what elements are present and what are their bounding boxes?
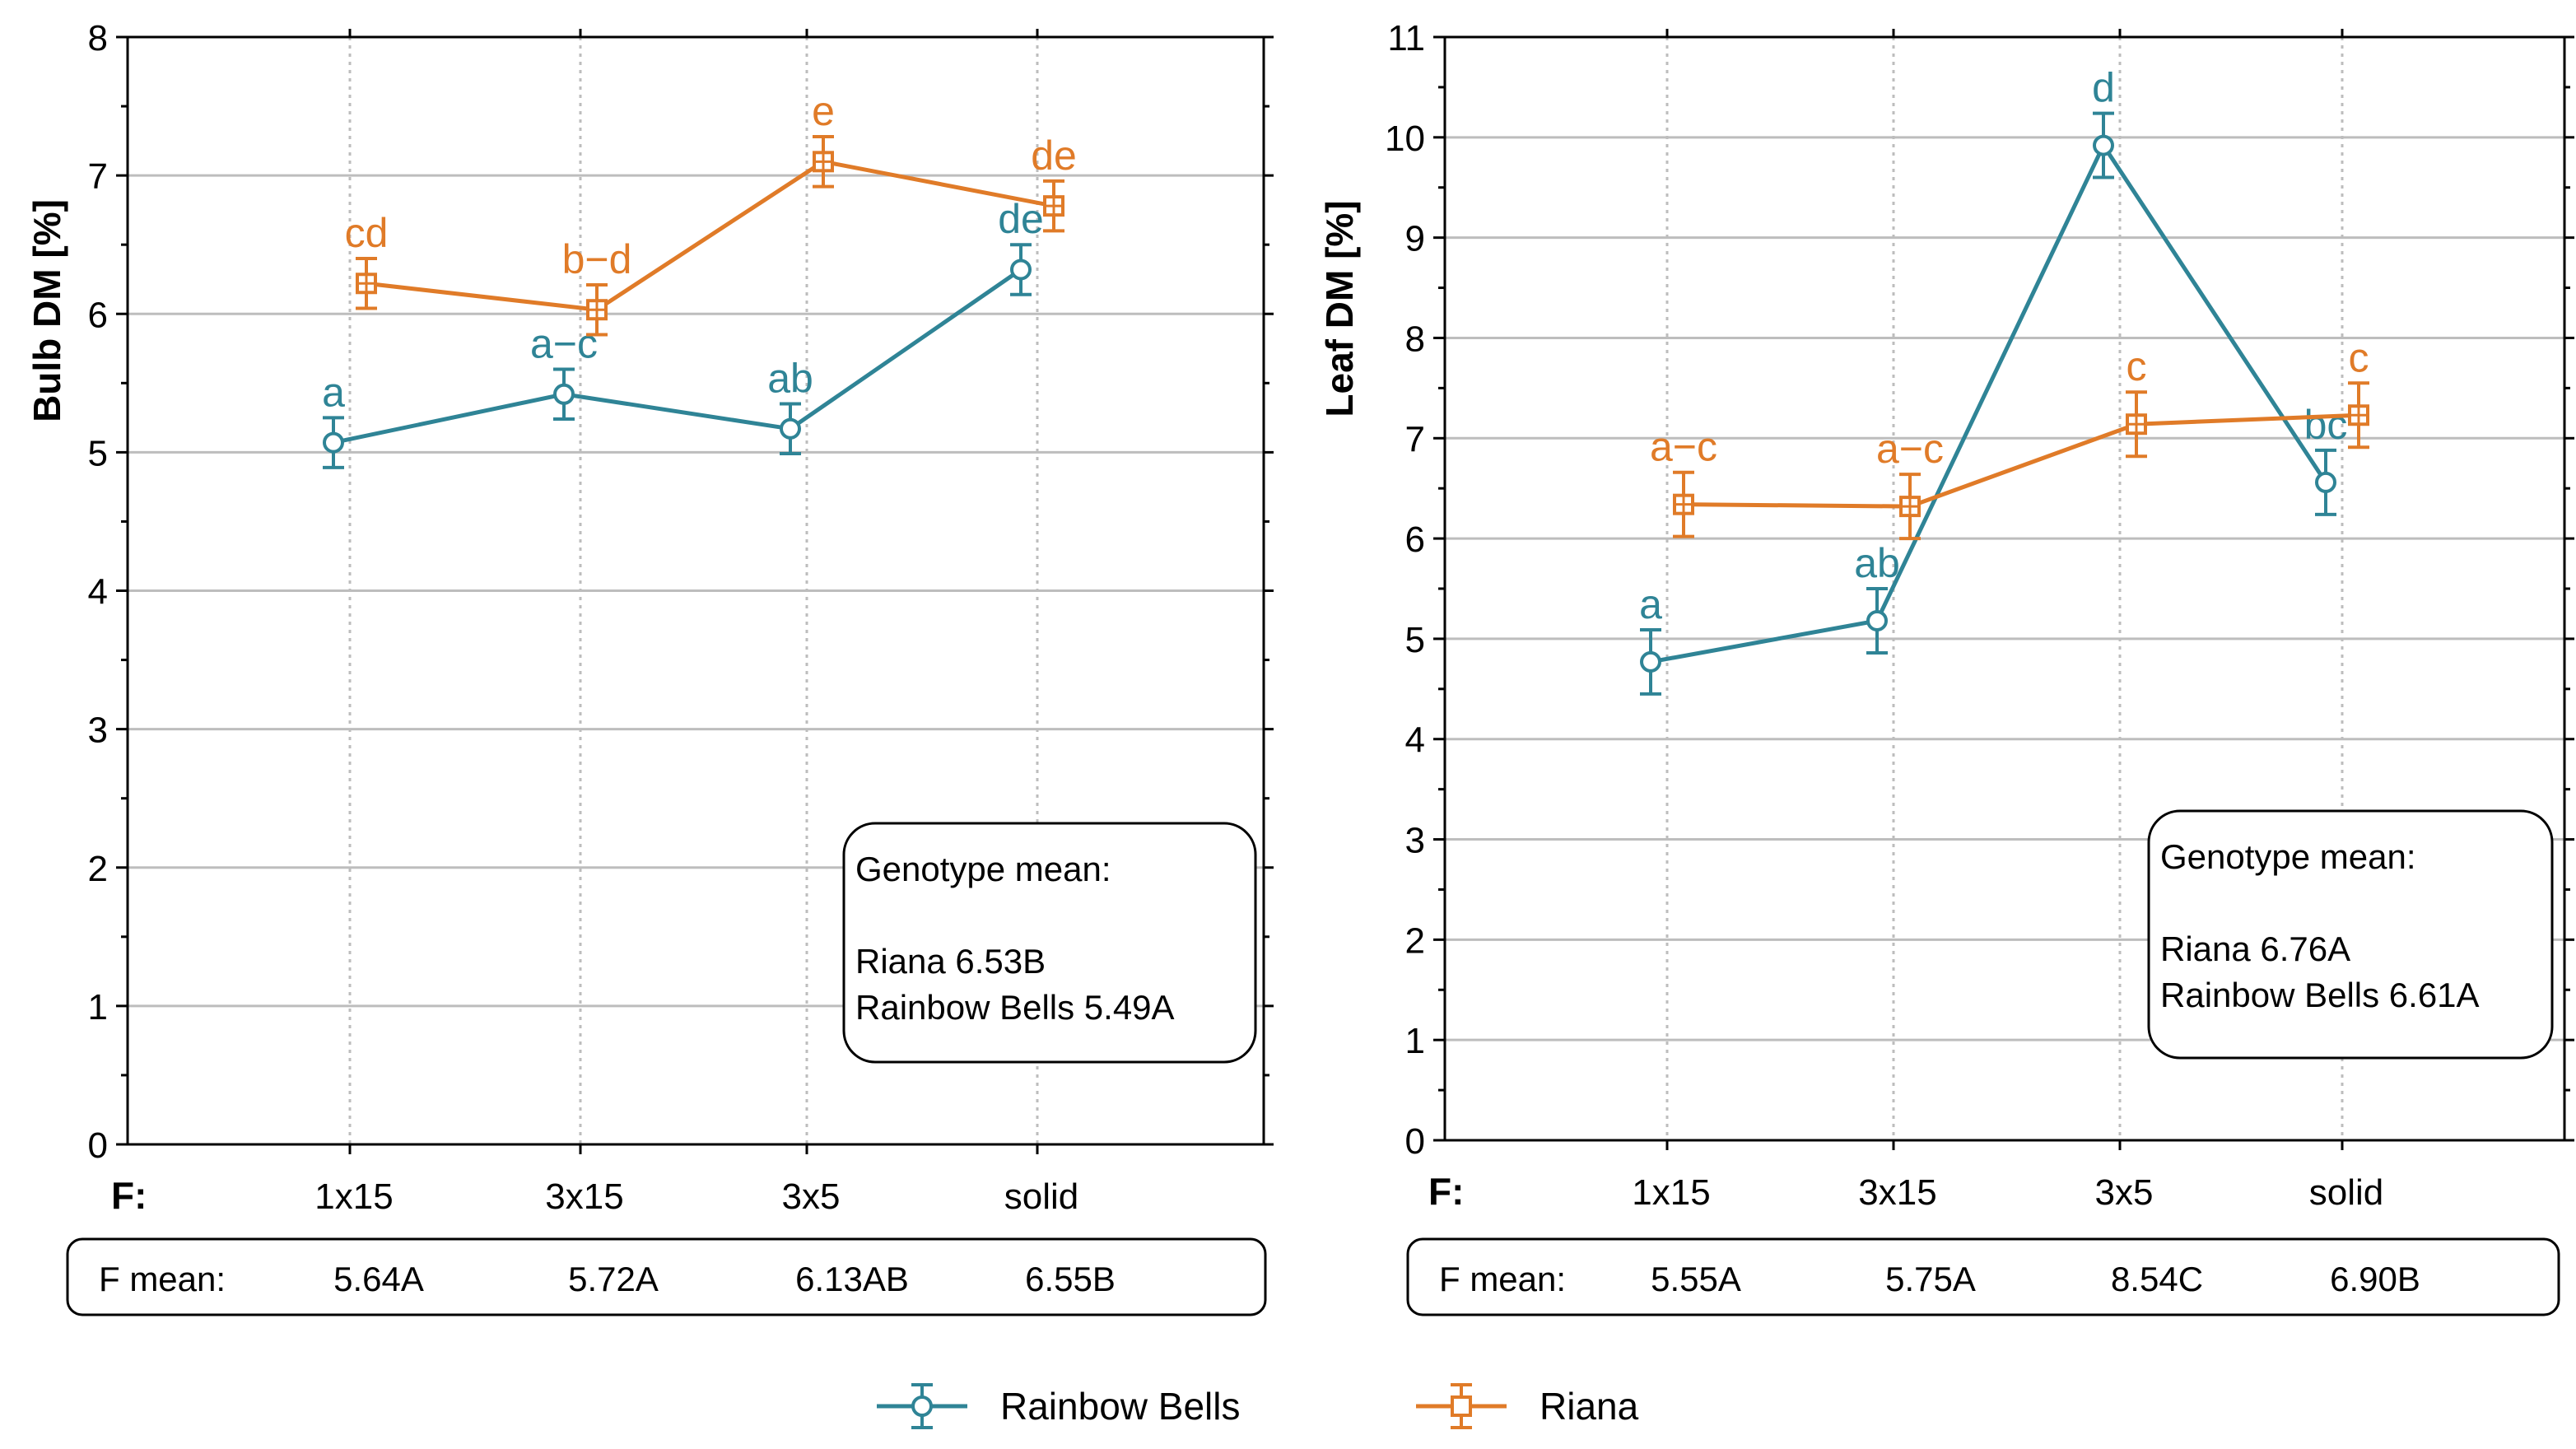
y-tick-label: 3	[1405, 821, 1425, 861]
genotype-box-line: Rainbow Bells 6.61A	[2160, 976, 2480, 1014]
y-tick-label: 10	[1385, 119, 1425, 159]
f-mean-box: F mean: 5.64A 5.72A 6.13AB 6.55B	[66, 1237, 1267, 1316]
data-point	[2093, 134, 2114, 156]
series-line	[366, 159, 1055, 312]
x-axis-label: F:	[1428, 1170, 1464, 1213]
y-tick-label: 4	[1405, 720, 1425, 761]
genotype-mean-box: Genotype mean: Riana 6.76A Rainbow Bells 6…	[2147, 809, 2554, 1060]
y-tick-label: 11	[1387, 18, 1425, 58]
y-tick-label: 1	[88, 987, 108, 1027]
y-tick-label: 4	[88, 572, 108, 613]
genotype-box-line: Riana 6.53B	[855, 942, 1046, 981]
chart-panel-1: 0 1 2 3 4 5 6 7 8 Bulb DM [%] F: 1x15 3x15 3x5 solid a a…	[26, 18, 1274, 1316]
x-tick-label: solid	[2309, 1172, 2384, 1213]
significance-letter: d	[2092, 65, 2115, 111]
x-tick-label: solid	[1004, 1176, 1079, 1217]
significance-letter: a	[322, 369, 345, 415]
y-tick-label: 6	[1405, 519, 1425, 560]
genotype-box-title: Genotype mean:	[855, 850, 1111, 888]
f-mean-value: 6.90B	[2330, 1260, 2420, 1298]
series-riana: a−c a−c c c	[1650, 334, 2369, 541]
genotype-mean-box: Genotype mean: Riana 6.53B Rainbow Bells 5…	[842, 822, 1257, 1064]
f-mean-box: F mean: 5.55A 5.75A 8.54C 6.90B	[1406, 1237, 2560, 1316]
significance-letter: e	[812, 88, 835, 134]
significance-letter: a−c	[1650, 424, 1717, 470]
y-axis-label: Bulb DM [%]	[26, 199, 68, 422]
y-tick-label: 5	[1405, 620, 1425, 660]
f-mean-value: 6.13AB	[795, 1260, 909, 1298]
x-tick-label: 3x5	[782, 1176, 841, 1217]
y-tick-label: 9	[1405, 219, 1425, 259]
genotype-box-title: Genotype mean:	[2160, 837, 2416, 876]
significance-letter: a	[1639, 581, 1662, 627]
data-point	[1640, 650, 1661, 673]
y-tick-label: 3	[88, 711, 108, 751]
f-mean-frame	[66, 1237, 1267, 1316]
y-tick-label: 0	[1405, 1121, 1425, 1162]
legend-marker	[1451, 1395, 1472, 1417]
series-line	[333, 268, 1022, 445]
series-riana: cd b−d e de	[345, 88, 1077, 337]
f-mean-label: F mean:	[1439, 1260, 1566, 1298]
data-point	[2315, 471, 2336, 493]
legend-item-rainbow-bells: Rainbow Bells	[877, 1383, 1240, 1429]
genotype-box-frame	[842, 822, 1257, 1064]
x-tick-label: 1x15	[1632, 1172, 1710, 1213]
genotype-box-frame	[2147, 809, 2554, 1060]
legend-item-riana: Riana	[1416, 1383, 1639, 1429]
legend-marker	[911, 1395, 933, 1417]
f-mean-frame	[1406, 1237, 2560, 1316]
f-mean-value: 5.64A	[333, 1260, 424, 1298]
significance-letter: cd	[345, 210, 389, 256]
genotype-box-line: Riana 6.76A	[2160, 930, 2350, 968]
y-tick-label: 8	[1405, 319, 1425, 359]
y-axis-label: Leaf DM [%]	[1318, 200, 1361, 417]
y-tick-label: 2	[1405, 920, 1425, 961]
x-axis-label: F:	[111, 1174, 147, 1217]
data-point	[1866, 609, 1888, 631]
y-tick-label: 7	[88, 156, 108, 197]
significance-letter: a−c	[1876, 426, 1944, 472]
series-rainbow-bells: a ab d bc	[1639, 65, 2348, 696]
y-tick-label: 1	[1405, 1021, 1425, 1061]
f-mean-value: 8.54C	[2111, 1260, 2203, 1298]
significance-letter: c	[2126, 343, 2147, 389]
x-tick-label: 3x15	[1858, 1172, 1936, 1213]
legend-label: Riana	[1540, 1385, 1639, 1428]
y-tick-label: 0	[88, 1125, 108, 1166]
series-line	[1650, 141, 2328, 664]
significance-letter: ab	[767, 356, 813, 402]
legend: Rainbow Bells Riana	[877, 1383, 1639, 1429]
f-mean-value: 5.72A	[568, 1260, 659, 1298]
y-tick-label: 5	[88, 433, 108, 473]
significance-letter: b−d	[562, 236, 632, 282]
significance-letter: ab	[1854, 540, 1900, 586]
data-point	[1010, 259, 1032, 281]
genotype-box-line: Rainbow Bells 5.49A	[855, 988, 1175, 1027]
y-tick-label: 7	[1405, 419, 1425, 459]
y-tick-label: 6	[88, 295, 108, 335]
f-mean-value: 6.55B	[1025, 1260, 1116, 1298]
y-tick-label: 2	[88, 849, 108, 889]
f-mean-label: F mean:	[99, 1260, 226, 1298]
significance-letter: a−c	[530, 321, 598, 367]
significance-letter: de	[1031, 133, 1077, 179]
x-tick-label: 3x5	[2095, 1172, 2154, 1213]
f-mean-value: 5.75A	[1885, 1260, 1976, 1298]
data-point	[553, 383, 575, 405]
data-point	[780, 417, 801, 440]
data-point	[323, 431, 344, 454]
significance-letter: bc	[2304, 402, 2348, 448]
legend-label: Rainbow Bells	[1000, 1385, 1240, 1428]
y-tick-label: 8	[88, 18, 108, 58]
f-mean-value: 5.55A	[1651, 1260, 1741, 1298]
x-tick-label: 3x15	[545, 1176, 623, 1217]
series-line	[1683, 412, 2359, 509]
significance-letter: c	[2349, 334, 2369, 380]
chart-panel-2: 0 1 2 3 4 5 6 7 8 9 10 11 Leaf DM [%] F: 1x15 3x15 3x5 so…	[1318, 18, 2574, 1316]
x-tick-label: 1x15	[314, 1176, 393, 1217]
